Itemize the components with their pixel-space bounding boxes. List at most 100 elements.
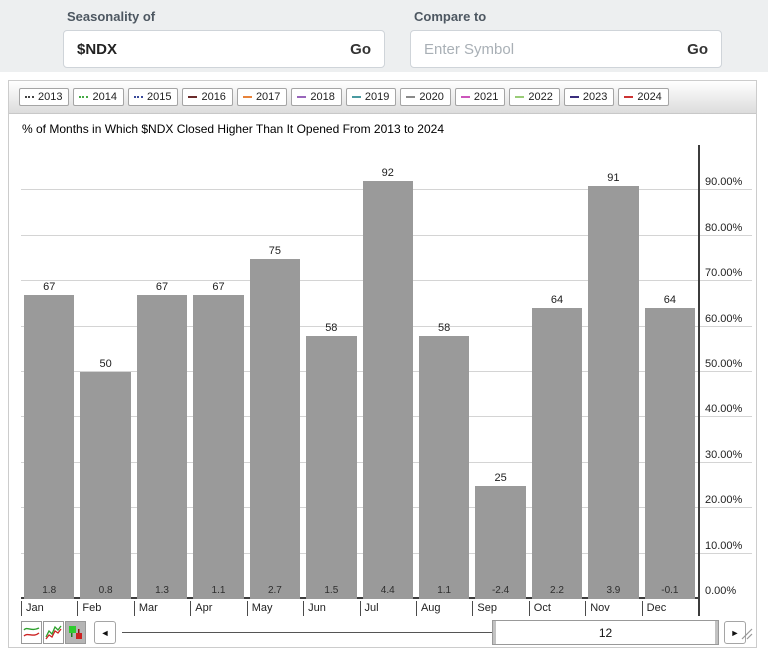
y-tick-label: 0.00% [705,585,737,597]
y-tick-label: 70.00% [705,267,743,280]
y-tick-label: 20.00% [705,494,743,507]
bar-slot-apr: 67 1.1 [193,145,244,599]
legend-marker-dash [351,96,361,98]
legend-item-2024[interactable]: 2024 [618,88,669,106]
legend-year-label: 2021 [473,91,499,103]
bar-style-icon[interactable] [65,621,86,644]
scroll-left-button[interactable]: ◄ [94,621,116,644]
seasonality-of-label: Seasonality of [67,9,156,24]
bar-feb [80,372,131,599]
month-label-feb: Feb [77,601,133,616]
bar-value-label: 75 [268,244,282,257]
bar-slot-jun: 58 1.5 [306,145,357,599]
y-tick-label: 50.00% [705,358,743,370]
legend-marker-dots [133,96,143,98]
legend-item-2019[interactable]: 2019 [345,88,397,106]
compare-go-button[interactable]: Go [687,40,708,58]
bar-average-label: 1.3 [155,585,169,596]
legend-marker-dash [297,96,307,98]
bar-value-label: 58 [438,321,451,334]
bar-value-label: 50 [99,358,112,370]
month-label-jan: Jan [21,601,77,616]
compare-symbol-input[interactable] [424,40,688,58]
legend-year-label: 2017 [255,91,281,103]
bar-apr [193,294,244,599]
smooth-line-chart-icon[interactable] [21,621,42,644]
month-label-jul: Jul [359,601,416,616]
bar-average-label: -0.1 [661,585,679,596]
bar-value-label: 25 [494,471,507,484]
bar-style-glyph [69,626,82,639]
bar-average-label: 2.7 [267,585,282,596]
seasonality-chart-panel: 2013 2014 2015 2016 2017 2018 2019 2020 2021 2022… [8,80,757,648]
month-label-dec: Dec [641,601,698,616]
bar-slot-mar: 67 1.3 [136,145,188,599]
y-tick-label: 80.00% [705,221,743,234]
legend-year-label: 2024 [637,91,662,103]
compare-symbol-box: Go [410,30,722,68]
legend-year-label: 2016 [201,91,226,103]
bar-average-label: 1.1 [211,585,226,596]
legend-item-2023[interactable]: 2023 [563,88,615,106]
bar-average-label: 2.2 [550,585,564,596]
legend-year-label: 2022 [528,91,553,103]
scroll-right-button[interactable]: ► [724,621,746,644]
year-legend: 2013 2014 2015 2016 2017 2018 2019 2020 2021 2022… [9,81,756,114]
bar-average-label: 1.1 [437,585,452,596]
bar-aug [418,335,470,599]
legend-marker-dots [79,96,89,98]
bar-average-label: 1.5 [324,585,339,596]
bar-sep [475,485,526,599]
y-tick-label: 40.00% [705,403,743,416]
legend-item-2018[interactable]: 2018 [291,88,342,106]
legend-marker-dash [624,96,634,98]
bar-jan [24,294,75,599]
bar-slot-dec: 64 -0.1 [644,145,696,599]
bar-value-label: 67 [212,280,225,293]
legend-item-2016[interactable]: 2016 [182,88,233,106]
legend-year-label: 2013 [38,91,63,103]
seasonality-symbol-group: Seasonality of Go [63,7,385,72]
legend-item-2015[interactable]: 2015 [127,88,179,106]
right-axis-line [698,145,700,616]
resize-grip[interactable] [740,627,754,645]
y-tick-label: 60.00% [705,312,743,325]
bar-slot-jul: 92 4.4 [362,145,413,599]
legend-marker-dots [25,96,34,98]
scrollbar-track[interactable] [122,632,492,633]
bar-value-label: 67 [155,280,169,293]
bar-slot-sep: 25 -2.4 [475,145,526,599]
seasonality-symbol-input[interactable] [77,40,351,58]
bar-slot-aug: 58 1.1 [418,145,470,599]
legend-year-label: 2020 [419,91,444,103]
legend-year-label: 2023 [582,91,608,103]
legend-year-label: 2019 [364,91,390,103]
bar-slot-jan: 67 1.8 [24,145,75,599]
bar-slot-oct: 64 2.2 [531,145,583,599]
seasonality-go-button[interactable]: Go [350,40,371,58]
scrollbar-thumb[interactable]: 12 [492,620,719,645]
legend-marker-dash [460,96,470,98]
bar-slot-may: 75 2.7 [249,145,301,599]
legend-item-2020[interactable]: 2020 [400,88,451,106]
month-label-oct: Oct [528,601,585,616]
legend-marker-dash [569,96,579,98]
legend-item-2021[interactable]: 2021 [454,88,506,106]
chart-toolbar: ◄ 12 ► [21,620,746,646]
month-label-apr: Apr [190,601,246,616]
legend-item-2022[interactable]: 2022 [509,88,560,106]
legend-marker-dash [515,96,525,98]
bar-value-label: 91 [607,171,620,184]
legend-item-2014[interactable]: 2014 [73,88,124,106]
legend-item-2017[interactable]: 2017 [236,88,288,106]
chart-area: 67 1.8 50 0.8 67 1.3 67 1.1 75 2.7 58 1.5 92 4.4 58 1.1… [21,145,752,616]
bar-slot-nov: 91 3.9 [588,145,639,599]
legend-item-2013[interactable]: 2013 [19,88,70,106]
bar-value-label: 64 [663,294,676,307]
bar-average-label: -2.4 [491,585,510,596]
month-label-may: May [246,601,303,616]
legend-marker-dash [188,96,198,98]
cumulative-line-chart-icon[interactable] [43,621,64,644]
month-label-sep: Sep [472,601,528,616]
bar-dec [644,308,696,599]
